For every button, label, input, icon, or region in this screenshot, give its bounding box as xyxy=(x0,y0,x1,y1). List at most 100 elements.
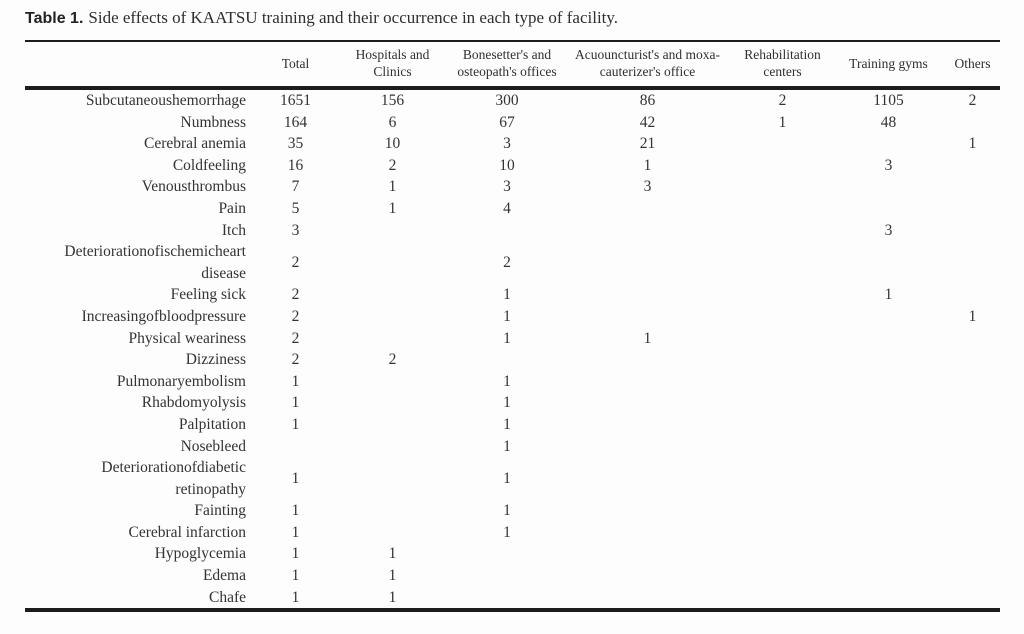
value-cell xyxy=(945,436,1000,458)
value-cell: 1 xyxy=(388,588,397,606)
value-cell xyxy=(733,457,832,500)
value-cell: 1 xyxy=(291,523,300,541)
value-cell xyxy=(733,220,832,242)
row-label: Numbness xyxy=(180,113,246,131)
row-label: Dizziness xyxy=(185,351,246,369)
value-cell: 2 xyxy=(778,92,787,109)
value-cell xyxy=(733,500,832,522)
value-cell: 2 xyxy=(291,253,300,271)
value-cell: 3 xyxy=(884,156,893,174)
value-cell xyxy=(832,198,945,220)
value-cell: 1 xyxy=(778,113,787,131)
value-cell xyxy=(945,500,1000,522)
column-header: Total xyxy=(281,55,310,71)
value-cell: 1 xyxy=(291,415,300,433)
value-cell xyxy=(733,306,832,328)
table-row: Cerebral infarction 1 1 xyxy=(25,522,1000,544)
table-row: Deteriorationofischemicheart disease 2 2 xyxy=(25,241,1000,284)
table-row: Coldfeeling 16 2 10 1 3 xyxy=(25,155,1000,177)
table-row: Subcutaneoushemorrhage 1651 156 300 86 2 1105 2 xyxy=(25,88,1000,112)
value-cell xyxy=(562,436,733,458)
value-cell: 4 xyxy=(503,199,511,217)
table-row: Hypoglycemia 1 1 xyxy=(25,543,1000,565)
value-cell: 164 xyxy=(283,113,308,131)
row-label: Hypoglycemia xyxy=(154,545,246,563)
value-cell: 1 xyxy=(291,588,300,606)
value-cell xyxy=(733,349,832,371)
value-cell xyxy=(333,328,452,350)
value-cell xyxy=(562,392,733,414)
value-cell xyxy=(832,241,945,284)
table-row: Rhabdomyolysis 1 1 xyxy=(25,392,1000,414)
value-cell xyxy=(333,457,452,500)
value-cell: 1 xyxy=(884,286,893,304)
value-cell: 2 xyxy=(968,92,977,109)
value-cell xyxy=(945,371,1000,393)
value-cell xyxy=(733,522,832,544)
value-cell xyxy=(562,349,733,371)
value-cell xyxy=(333,241,452,284)
value-cell xyxy=(733,436,832,458)
value-cell: 1 xyxy=(291,394,300,412)
header-row: Total Hospitals and Clinics Bonesetter's a… xyxy=(25,41,1000,88)
table-caption: Side effects of KAATSU training and thei… xyxy=(88,8,619,27)
table-row: Numbness 164 6 67 42 1 48 xyxy=(25,112,1000,134)
value-cell: 2 xyxy=(291,286,300,304)
value-cell xyxy=(945,220,1000,242)
row-label: Subcutaneoushemorrhage xyxy=(85,92,246,109)
value-cell: 10 xyxy=(499,156,515,174)
value-cell xyxy=(733,241,832,284)
value-cell xyxy=(832,414,945,436)
value-cell: 1 xyxy=(968,135,977,153)
row-label: Pain xyxy=(218,199,246,217)
value-cell xyxy=(333,284,452,306)
table-row: Deteriorationofdiabetic retinopathy 1 1 xyxy=(25,457,1000,500)
value-cell xyxy=(832,306,945,328)
value-cell: 21 xyxy=(639,135,656,153)
value-cell: 1 xyxy=(291,469,300,487)
value-cell xyxy=(333,436,452,458)
value-cell xyxy=(945,414,1000,436)
value-cell xyxy=(562,457,733,500)
row-label: Deteriorationofdiabetic retinopathy xyxy=(101,459,246,498)
row-label-header xyxy=(25,41,258,88)
value-cell xyxy=(832,457,945,500)
value-cell xyxy=(333,500,452,522)
table-row: Increasingofbloodpressure 2 1 1 xyxy=(25,306,1000,328)
value-cell: 42 xyxy=(639,113,656,131)
table-row: Pain 5 1 4 xyxy=(25,198,1000,220)
value-cell xyxy=(452,565,562,587)
value-cell: 156 xyxy=(380,92,405,109)
table-row: Dizziness 2 2 xyxy=(25,349,1000,371)
value-cell: 1 xyxy=(503,415,511,433)
value-cell xyxy=(733,176,832,198)
table-header: Total Hospitals and Clinics Bonesetter's a… xyxy=(25,41,1000,88)
value-cell: 35 xyxy=(287,135,304,153)
row-label: Cerebral anemia xyxy=(144,135,246,153)
column-header: Hospitals and Clinics xyxy=(355,47,430,79)
value-cell xyxy=(733,392,832,414)
value-cell xyxy=(832,587,945,611)
value-cell: 1105 xyxy=(873,92,904,109)
value-cell: 2 xyxy=(291,351,300,369)
value-cell xyxy=(945,392,1000,414)
table-row: Palpitation 1 1 xyxy=(25,414,1000,436)
value-cell xyxy=(733,565,832,587)
value-cell: 1 xyxy=(503,307,511,325)
row-label: Itch xyxy=(221,221,246,239)
value-cell xyxy=(832,436,945,458)
value-cell xyxy=(832,328,945,350)
value-cell: 1 xyxy=(291,502,300,520)
value-cell: 2 xyxy=(388,156,397,174)
value-cell xyxy=(333,306,452,328)
value-cell xyxy=(562,522,733,544)
value-cell xyxy=(945,112,1000,134)
value-cell: 7 xyxy=(291,178,300,196)
value-cell xyxy=(945,284,1000,306)
row-label: Increasingofbloodpressure xyxy=(81,307,246,325)
value-cell xyxy=(562,500,733,522)
value-cell xyxy=(945,241,1000,284)
value-cell xyxy=(333,371,452,393)
value-cell: 3 xyxy=(884,221,893,239)
value-cell: 300 xyxy=(495,92,519,109)
